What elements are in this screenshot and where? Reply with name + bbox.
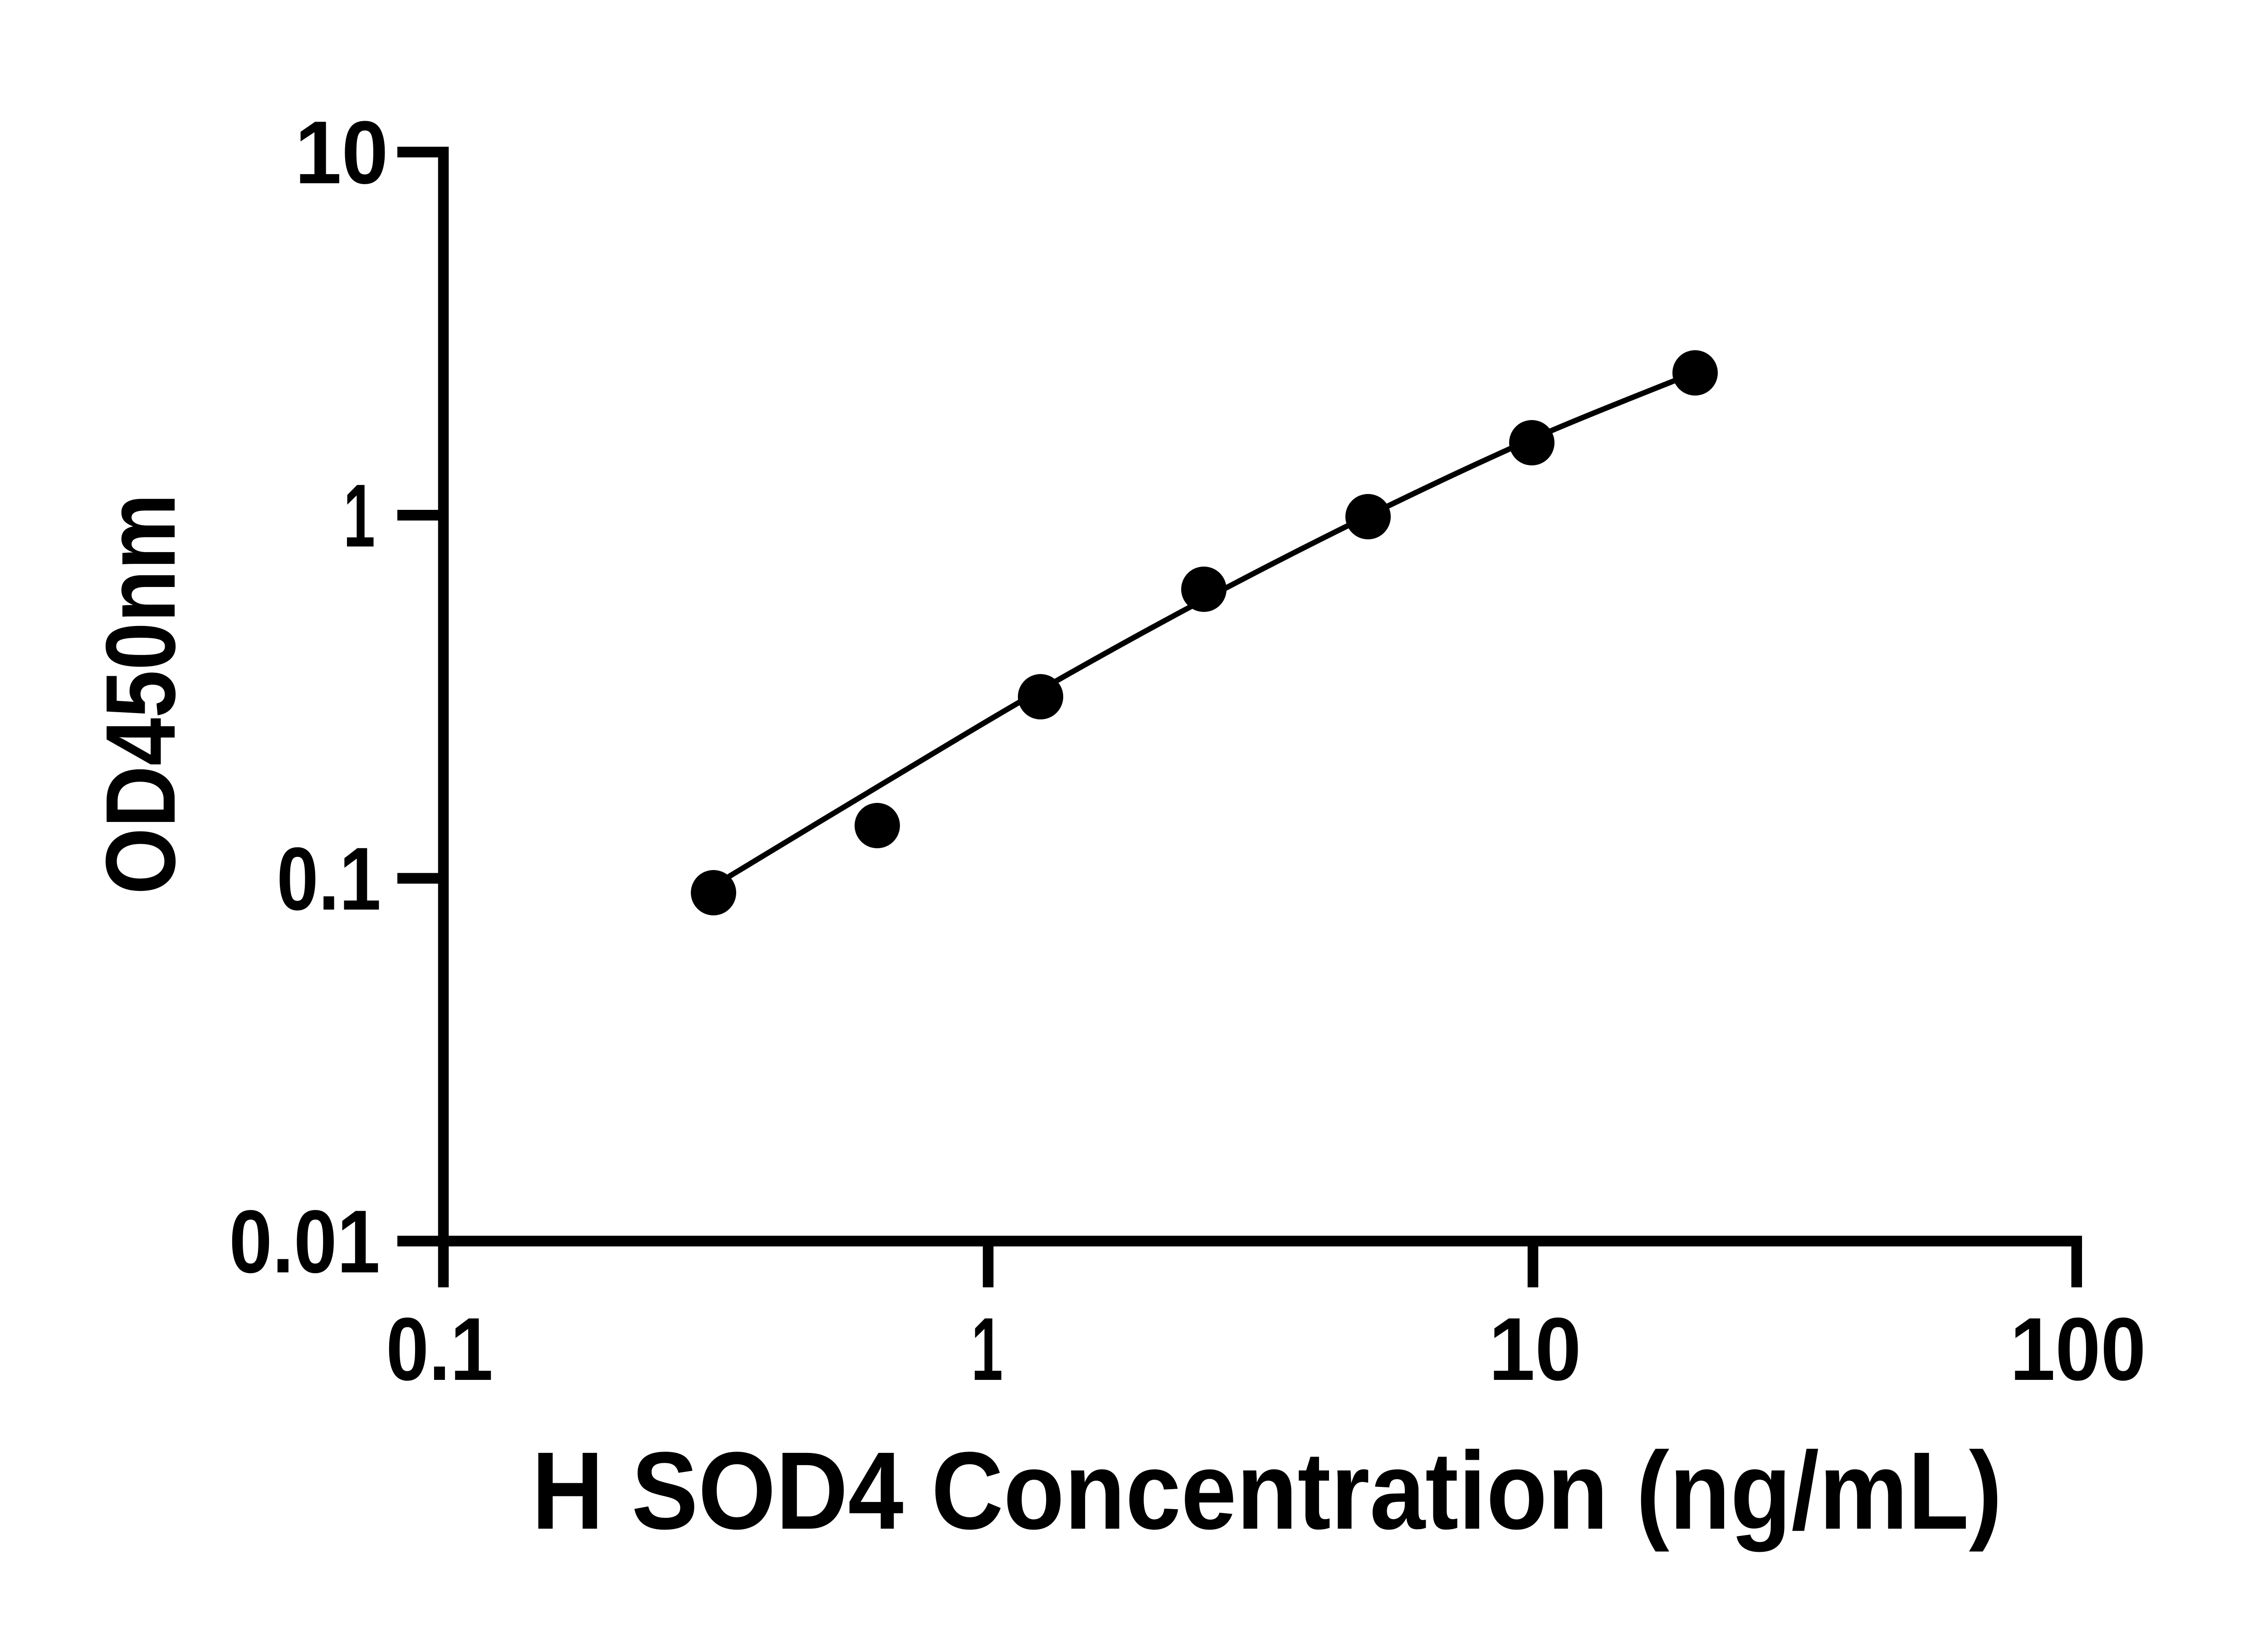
svg-text:OD450nm: OD450nm (86, 494, 196, 895)
svg-text:H SOD4 Concentration (ng/mL): H SOD4 Concentration (ng/mL) (532, 1429, 2002, 1552)
svg-text:10: 10 (1489, 1299, 1581, 1399)
svg-text:1: 1 (343, 466, 375, 566)
svg-text:10: 10 (295, 103, 388, 202)
svg-text:0.01: 0.01 (229, 1192, 380, 1291)
svg-text:1: 1 (971, 1299, 1003, 1399)
svg-text:0.1: 0.1 (277, 829, 381, 929)
svg-text:0.1: 0.1 (386, 1299, 493, 1399)
svg-text:100: 100 (2010, 1299, 2146, 1399)
